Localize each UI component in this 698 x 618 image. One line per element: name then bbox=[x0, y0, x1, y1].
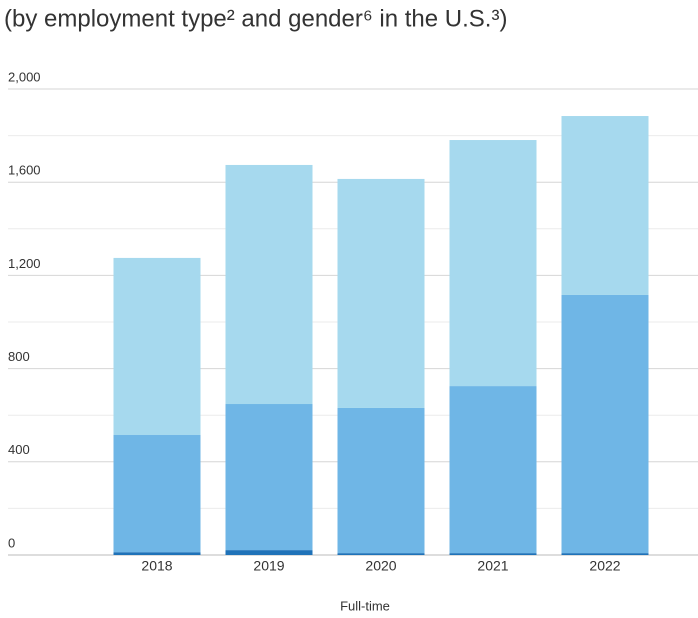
y-tick-label: 2,000 bbox=[8, 69, 41, 84]
bar-segment bbox=[449, 140, 537, 387]
y-tick-label: 1,200 bbox=[8, 256, 41, 271]
bar-segment bbox=[113, 552, 201, 555]
bar-segment bbox=[337, 553, 425, 555]
chart-title: (by employment type² and gender⁶ in the … bbox=[4, 5, 507, 32]
x-tick-label: 2019 bbox=[253, 558, 284, 574]
bar-segment bbox=[225, 164, 313, 405]
x-tick-label: 2022 bbox=[589, 558, 620, 574]
bar-segment bbox=[449, 553, 537, 555]
bar-segment bbox=[113, 435, 201, 553]
bar-segment bbox=[449, 386, 537, 554]
bar-segment bbox=[225, 550, 313, 555]
bar-segment bbox=[561, 553, 649, 555]
x-axis-label: Full-time bbox=[340, 598, 390, 613]
x-tick-label: 2018 bbox=[141, 558, 172, 574]
bar-segment bbox=[561, 116, 649, 295]
bar-segment bbox=[337, 178, 425, 408]
y-tick-label: 400 bbox=[8, 442, 30, 457]
bar-segment bbox=[337, 407, 425, 554]
x-tick-label: 2020 bbox=[365, 558, 396, 574]
bar-segment bbox=[225, 404, 313, 551]
bar-segment bbox=[561, 294, 649, 554]
x-tick-label: 2021 bbox=[477, 558, 508, 574]
y-tick-label: 1,600 bbox=[8, 163, 41, 178]
bar-segment bbox=[113, 257, 201, 436]
y-tick-label: 0 bbox=[8, 535, 15, 550]
y-tick-label: 800 bbox=[8, 349, 30, 364]
